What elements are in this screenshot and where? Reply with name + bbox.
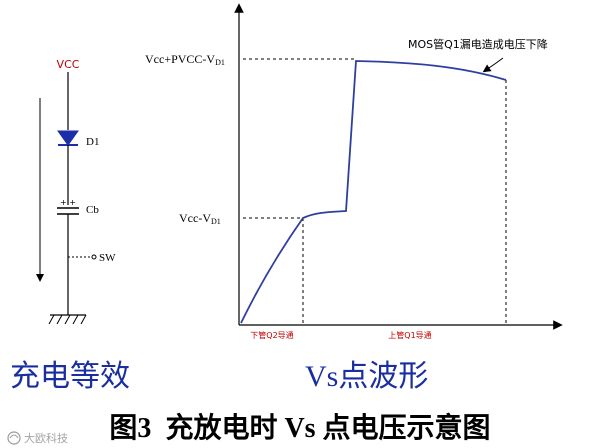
diode-label: D1 <box>86 136 99 148</box>
waveform-caption: Vs点波形 <box>305 360 428 393</box>
vs-waveform-curve <box>240 60 507 324</box>
diode-triangle <box>57 130 79 146</box>
watermark-logo-icon <box>7 431 21 445</box>
switch-terminal <box>91 254 97 260</box>
upper-level-label: Vcc+PVCC-VD1 <box>145 52 225 67</box>
waveform-plot: Vcc+PVCC-VD1 Vcc-VD1 MOS管Q1漏电造成电压下降 下管Q2… <box>145 3 563 393</box>
ground-symbol <box>48 314 87 325</box>
cap-label: Cb <box>86 204 99 216</box>
lower-level-label: Vcc-VD1 <box>179 211 221 226</box>
cap-plus-marks: + + <box>60 198 76 207</box>
vcc-label: VCC <box>57 58 80 71</box>
ground-hatch-1 <box>48 314 55 325</box>
equivalent-circuit: VCC D1 + + Cb SW 充电等效 <box>10 58 130 393</box>
leakage-annotation: MOS管Q1漏电造成电压下降 <box>408 37 548 51</box>
leakage-annotation-arrow <box>482 57 504 73</box>
watermark: 大欧科技 <box>7 431 68 445</box>
phase-high-label: 上管Q1导通 <box>388 330 431 340</box>
watermark-text: 大欧科技 <box>24 431 68 445</box>
upper-level-subscript: D1 <box>215 58 225 67</box>
ground-hatch-5 <box>80 314 87 325</box>
switch-label: SW <box>99 252 116 264</box>
switch-node <box>68 254 97 260</box>
lower-level-subscript: D1 <box>211 217 221 226</box>
diode-d1-symbol <box>57 130 79 146</box>
upper-level-text: Vcc+PVCC-V <box>145 52 215 66</box>
figure-caption: 图3 充放电时 Vs 点电压示意图 <box>109 411 490 444</box>
ground-hatch-2 <box>56 314 63 325</box>
ground-hatch-3 <box>64 314 71 325</box>
ground-hatch-4 <box>72 314 79 325</box>
watermark-logo-swirl <box>9 434 19 439</box>
phase-low-label: 下管Q2导通 <box>250 330 293 340</box>
capacitor-cb-symbol: + + <box>57 198 79 215</box>
figure-title: 充放电时 Vs 点电压示意图 <box>165 411 490 444</box>
circuit-caption: 充电等效 <box>10 360 130 393</box>
figure-number: 图3 <box>109 413 151 444</box>
lower-level-text: Vcc-V <box>179 211 211 225</box>
